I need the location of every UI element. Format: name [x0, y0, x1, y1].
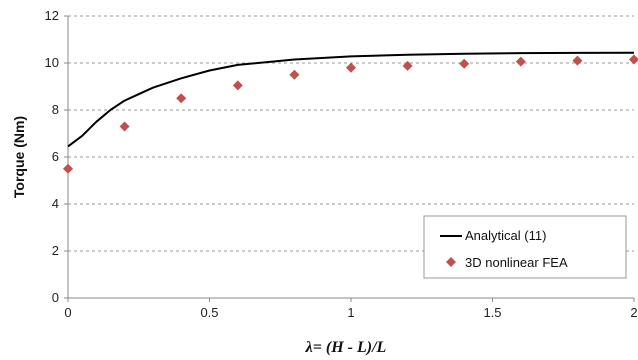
fea-data-point — [176, 93, 187, 104]
x-tick-label: 0 — [64, 305, 71, 320]
y-tick-label: 0 — [52, 290, 59, 305]
legend-diamond-swatch — [446, 257, 456, 267]
x-tick-label: 0.5 — [200, 305, 218, 320]
x-axis-label: λ= (H - L)/L — [305, 339, 387, 356]
legend-box — [423, 215, 627, 279]
fea-data-point — [572, 55, 583, 66]
fea-data-point — [119, 121, 130, 132]
x-tick-label: 2 — [630, 305, 637, 320]
y-tick-label: 10 — [45, 55, 59, 70]
fea-data-point — [63, 163, 73, 174]
fea-data-point — [402, 60, 413, 71]
fea-data-point — [459, 58, 470, 69]
legend-label-fea: 3D nonlinear FEA — [465, 255, 568, 270]
fea-data-point — [515, 56, 526, 67]
tick-labels: 0 2 4 6 8 10 12 0 0.5 1 1.5 2 — [45, 8, 638, 320]
series-layer — [63, 51, 638, 174]
x-tick-label: 1.5 — [483, 305, 501, 320]
legend-label-analytical: Analytical (11) — [465, 228, 546, 243]
y-tick-label: 12 — [45, 8, 59, 23]
fea-data-point — [232, 80, 243, 91]
fea-data-point — [346, 62, 356, 73]
y-tick-label: 4 — [52, 196, 59, 211]
series-line-analytical — [67, 51, 635, 148]
fea-data-point — [629, 54, 638, 65]
x-tick-label: 1 — [347, 305, 354, 320]
y-tick-label: 6 — [52, 149, 59, 164]
y-axis-label: Torque (Nm) — [11, 116, 27, 198]
y-tick-label: 2 — [52, 243, 59, 258]
y-tick-label: 8 — [52, 102, 59, 117]
fea-data-point — [289, 69, 300, 80]
legend: Analytical (11) 3D nonlinear FEA — [423, 215, 627, 279]
